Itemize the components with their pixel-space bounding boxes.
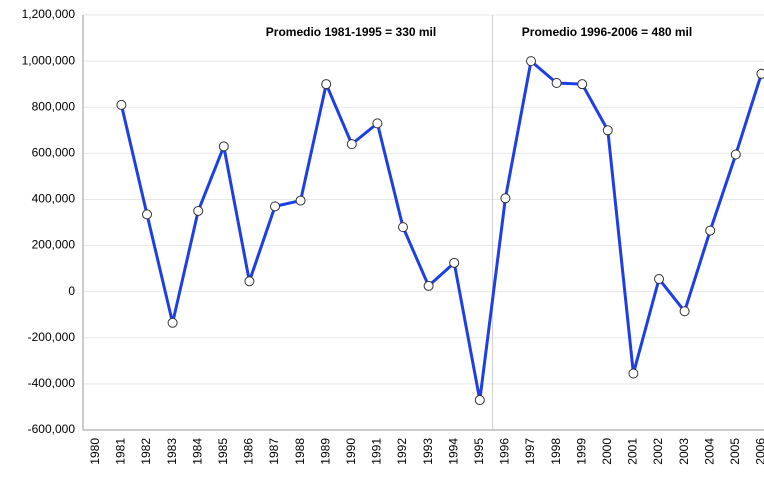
point	[218, 141, 229, 152]
point	[372, 118, 383, 129]
x-tick-label: 1985	[216, 438, 230, 465]
point	[500, 193, 511, 204]
point	[756, 68, 764, 79]
y-tick-label: 1,000,000	[22, 53, 76, 67]
x-tick-label: 2000	[600, 438, 614, 465]
x-tick-label: 1994	[446, 438, 460, 465]
x-tick-label: 1983	[165, 438, 179, 465]
point	[244, 276, 255, 287]
y-tick-label: 1,200,000	[22, 7, 76, 21]
y-tick-label: 600,000	[32, 146, 76, 160]
x-tick-label: 1996	[498, 438, 512, 465]
point	[167, 317, 178, 328]
x-tick-label: 1995	[472, 438, 486, 465]
x-tick-label: 1999	[574, 438, 588, 465]
point	[551, 78, 562, 89]
point	[526, 56, 536, 67]
x-tick-label: 1998	[549, 438, 563, 465]
point	[321, 79, 332, 90]
annotation: Promedio 1981-1995 = 330 mil	[266, 25, 436, 39]
x-tick-label: 1991	[370, 438, 384, 465]
y-tick-label: 400,000	[32, 192, 76, 206]
x-tick-label: 1982	[139, 438, 153, 465]
y-tick-label: 800,000	[32, 99, 76, 113]
y-tick-label: -400,000	[28, 376, 76, 390]
point	[730, 149, 741, 160]
point	[602, 125, 613, 136]
x-tick-label: 2002	[651, 438, 665, 465]
x-tick-label: 1980	[88, 438, 102, 465]
x-tick-label: 1984	[190, 438, 204, 465]
point	[423, 280, 434, 291]
x-tick-label: 1997	[523, 438, 537, 465]
point	[449, 257, 460, 268]
x-tick-label: 1990	[344, 438, 358, 465]
point	[346, 139, 357, 150]
point	[474, 395, 485, 406]
point	[679, 306, 690, 317]
y-tick-label: -600,000	[28, 422, 76, 436]
point	[577, 79, 588, 90]
point	[654, 273, 664, 284]
line-series	[119, 59, 763, 402]
y-tick-label: 200,000	[32, 238, 76, 252]
x-tick-label: 2001	[626, 438, 640, 465]
y-tick-label: 0	[68, 284, 75, 298]
point	[142, 209, 152, 220]
x-tick-label: 2005	[728, 438, 742, 465]
point	[628, 368, 639, 379]
x-tick-label: 1992	[395, 438, 409, 465]
x-tick-label: 1988	[293, 438, 307, 465]
annotation: Promedio 1996-2006 = 480 mil	[522, 25, 692, 39]
x-tick-label: 1993	[421, 438, 435, 465]
x-tick-label: 1987	[267, 438, 281, 465]
point	[705, 225, 716, 236]
point	[116, 99, 127, 110]
x-tick-label: 2006	[754, 438, 764, 465]
point	[295, 195, 306, 206]
plot: -600,000 -400,000 -200,000 0 200,000 400,000 6…	[22, 7, 764, 465]
point	[398, 222, 408, 233]
y-tick-label: -200,000	[28, 330, 76, 344]
x-tick-label: 1981	[114, 438, 128, 465]
x-tick-label: 1986	[242, 438, 256, 465]
x-tick-label: 1989	[318, 438, 332, 465]
point	[193, 205, 204, 216]
point	[270, 201, 280, 212]
x-tick-label: 2004	[702, 438, 716, 465]
x-tick-label: 2003	[677, 438, 691, 465]
